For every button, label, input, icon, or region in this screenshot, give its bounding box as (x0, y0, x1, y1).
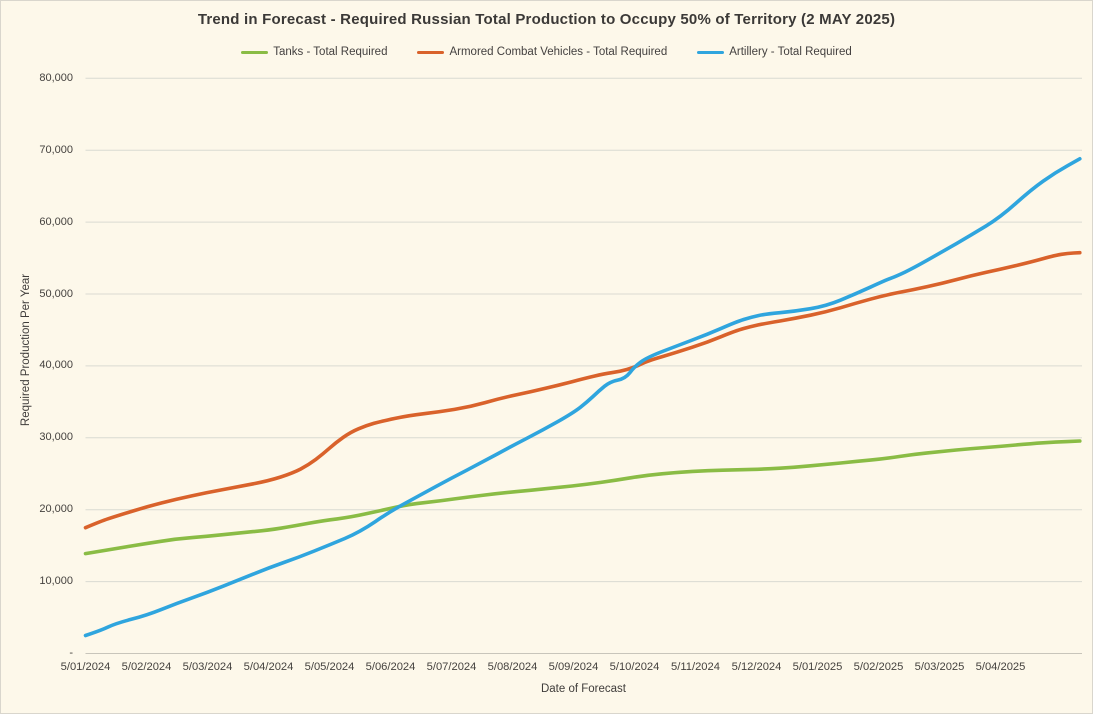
y-tick-label: 20,000 (39, 503, 73, 516)
x-tick-label: 5/02/2025 (853, 661, 904, 673)
series-line-artillery (83, 157, 1082, 638)
x-tick-label: 5/06/2024 (365, 661, 416, 673)
y-axis-title-text: Required Production Per Year (20, 273, 32, 427)
series-line-tanks (83, 439, 1082, 556)
x-tick-label: 5/10/2024 (609, 661, 660, 673)
legend-swatch-icon (417, 50, 445, 54)
legend-swatch-icon (697, 50, 725, 54)
y-tick-label: - (69, 647, 73, 659)
x-tick-label: 5/02/2024 (121, 661, 172, 673)
y-tick-label: 30,000 (39, 431, 73, 444)
legend-label: Tanks - Total Required (273, 46, 388, 58)
x-tick-label: 5/07/2024 (426, 661, 477, 673)
legend: Tanks - Total Required Armored Combat Veh… (1, 46, 1092, 58)
legend-item-artillery[interactable]: Artillery - Total Required (697, 46, 852, 58)
legend-label: Artillery - Total Required (729, 46, 852, 58)
x-tick-label: 5/01/2024 (60, 661, 111, 673)
y-tick-label: 40,000 (39, 359, 73, 372)
legend-item-armored[interactable]: Armored Combat Vehicles - Total Required (417, 46, 667, 58)
x-tick-label: 5/04/2024 (243, 661, 294, 673)
y-tick-label: 10,000 (39, 575, 73, 588)
x-axis-title: Date of Forecast (540, 683, 626, 695)
legend-swatch-icon (241, 50, 269, 54)
legend-item-tanks[interactable]: Tanks - Total Required (241, 46, 387, 58)
legend-label: Armored Combat Vehicles - Total Required (449, 46, 668, 58)
y-tick-label: 50,000 (39, 287, 73, 300)
series-line-armored (83, 250, 1082, 530)
x-tick-label: 5/01/2025 (792, 661, 843, 673)
x-tick-label: 5/04/2025 (975, 661, 1026, 673)
x-tick-label: 5/03/2024 (182, 661, 233, 673)
y-tick-label: 60,000 (39, 215, 73, 228)
x-tick-label: 5/08/2024 (487, 661, 538, 673)
x-tick-label: 5/12/2024 (731, 661, 782, 673)
chart-title: Trend in Forecast - Required Russian Tot… (197, 11, 896, 28)
x-tick-label: 5/03/2025 (914, 661, 965, 673)
y-tick-label: 80,000 (39, 71, 73, 84)
y-tick-label: 70,000 (39, 143, 73, 156)
x-tick-label: 5/05/2024 (304, 661, 355, 673)
x-tick-label: 5/11/2024 (671, 661, 720, 673)
x-tick-label: 5/09/2024 (548, 661, 599, 673)
